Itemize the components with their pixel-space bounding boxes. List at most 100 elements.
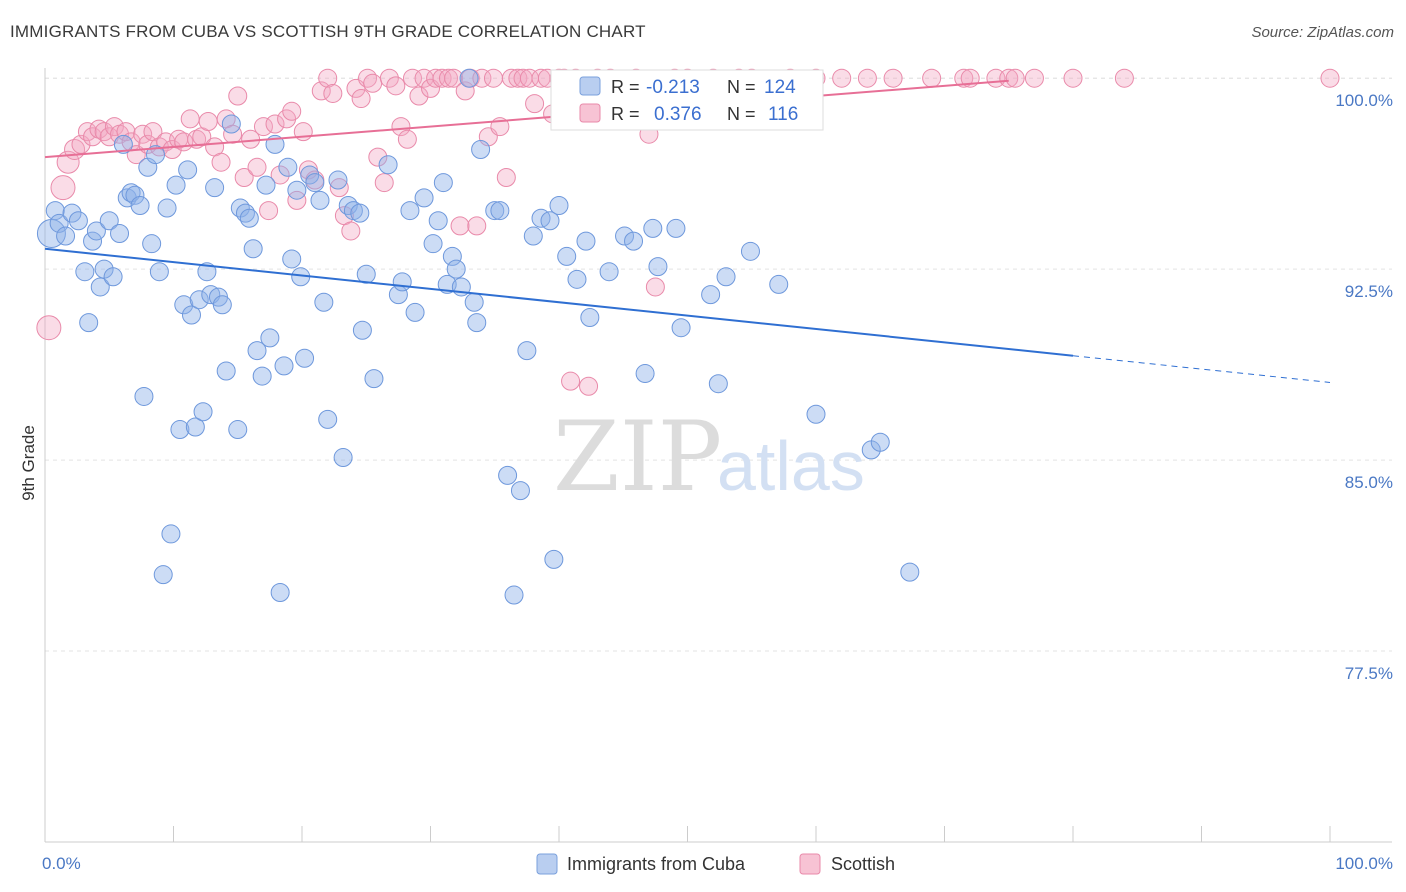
cuba-point xyxy=(423,234,443,254)
cuba-point xyxy=(328,170,348,190)
scottish-point xyxy=(211,152,231,172)
cuba-point xyxy=(485,201,505,221)
scottish-point xyxy=(1114,68,1134,88)
cuba-point xyxy=(90,277,110,297)
scottish-point xyxy=(450,216,470,236)
cuba-point xyxy=(870,432,890,452)
watermark-atlas: atlas xyxy=(717,427,865,505)
scottish-point xyxy=(77,122,97,142)
cuba-point xyxy=(318,409,338,429)
cuba-point xyxy=(498,465,518,485)
cuba-point xyxy=(338,195,358,215)
cuba-point xyxy=(193,402,213,422)
scottish-point xyxy=(259,201,279,221)
cuba-point xyxy=(212,295,232,315)
scottish-point xyxy=(883,68,903,88)
cuba-point xyxy=(433,173,453,193)
scottish-point xyxy=(36,315,62,341)
bottom-legend-label-cuba: Immigrants from Cuba xyxy=(567,854,746,874)
cuba-point xyxy=(142,234,162,254)
cuba-point xyxy=(103,267,123,287)
scottish-point xyxy=(363,73,383,93)
cuba-point xyxy=(282,249,302,269)
cuba-point xyxy=(471,139,491,159)
legend-n-label: N = xyxy=(727,104,756,124)
cuba-point xyxy=(446,259,466,279)
scottish-point xyxy=(508,68,528,88)
legend-r-label: R = xyxy=(611,104,640,124)
scottish-point xyxy=(282,101,302,121)
cuba-point xyxy=(576,231,596,251)
cuba-point xyxy=(580,308,600,328)
cuba-point xyxy=(205,178,225,198)
cuba-point xyxy=(295,348,315,368)
cuba-point xyxy=(75,262,95,282)
cuba-point xyxy=(185,417,205,437)
legend-n-scottish: 116 xyxy=(768,104,798,125)
trend-lines xyxy=(44,79,1331,383)
scottish-point xyxy=(318,68,338,88)
cuba-point xyxy=(170,420,190,440)
legend-n-cuba: 124 xyxy=(764,77,796,98)
scottish-point xyxy=(483,68,503,88)
scottish-point xyxy=(270,165,290,185)
legend-box: R = -0.213 N = 124 R = 0.376 N = 116 xyxy=(550,69,824,131)
cuba-point xyxy=(350,203,370,223)
legend-swatch-cuba xyxy=(579,76,601,96)
cuba-trend-extrapolation xyxy=(1072,355,1331,383)
cuba-point xyxy=(113,134,133,154)
cuba-point xyxy=(305,173,325,193)
chart-title: IMMIGRANTS FROM CUBA VS SCOTTISH 9TH GRA… xyxy=(10,22,646,41)
cuba-point xyxy=(45,201,65,221)
y-axis-title: 9th Grade xyxy=(19,425,38,501)
y-tick-label: 77.5% xyxy=(1345,664,1393,683)
cuba-point xyxy=(83,231,103,251)
scottish-point xyxy=(832,68,852,88)
cuba-point xyxy=(356,264,376,284)
scottish-trend-line xyxy=(44,79,1009,159)
scottish-point xyxy=(341,221,361,241)
cuba-point xyxy=(178,160,198,180)
cuba-point xyxy=(549,195,569,215)
scottish-point xyxy=(358,68,378,88)
cuba-point xyxy=(392,272,412,292)
cuba-point xyxy=(740,241,760,261)
cuba-point xyxy=(708,374,728,394)
cuba-point xyxy=(174,295,194,315)
cuba-point xyxy=(510,481,530,501)
scottish-point xyxy=(253,117,273,137)
cuba-point xyxy=(221,114,241,134)
cuba-point xyxy=(228,420,248,440)
cuba-point xyxy=(166,175,186,195)
cuba-point xyxy=(260,328,280,348)
cuba-point xyxy=(310,190,330,210)
scottish-point xyxy=(645,277,665,297)
cuba-point xyxy=(567,269,587,289)
cuba-point xyxy=(400,201,420,221)
cuba-point xyxy=(86,221,106,241)
cuba-point xyxy=(243,239,263,259)
cuba-point xyxy=(352,320,372,340)
scottish-point xyxy=(50,175,76,201)
scottish-point xyxy=(234,167,254,187)
x-tick-label-max: 100.0% xyxy=(1335,854,1393,873)
scottish-point xyxy=(379,68,399,88)
cuba-point xyxy=(49,213,69,233)
bottom-legend-swatch-scottish xyxy=(799,853,821,875)
cuba-point xyxy=(239,208,259,228)
cuba-point xyxy=(153,565,173,585)
scottish-point xyxy=(1005,68,1025,88)
scottish-point xyxy=(323,83,343,103)
source-credit: Source: ZipAtlas.com xyxy=(1251,24,1394,41)
scottish-point xyxy=(228,86,248,106)
cuba-point xyxy=(648,257,668,277)
legend-r-cuba: -0.213 xyxy=(646,77,700,98)
scottish-point xyxy=(432,68,452,88)
cuba-point xyxy=(278,157,298,177)
grid-lines xyxy=(45,77,1392,652)
cuba-trend-line xyxy=(44,247,1074,357)
scottish-point xyxy=(1320,68,1340,88)
scottish-point xyxy=(265,114,285,134)
cuba-point xyxy=(806,404,826,424)
cuba-point xyxy=(189,290,209,310)
